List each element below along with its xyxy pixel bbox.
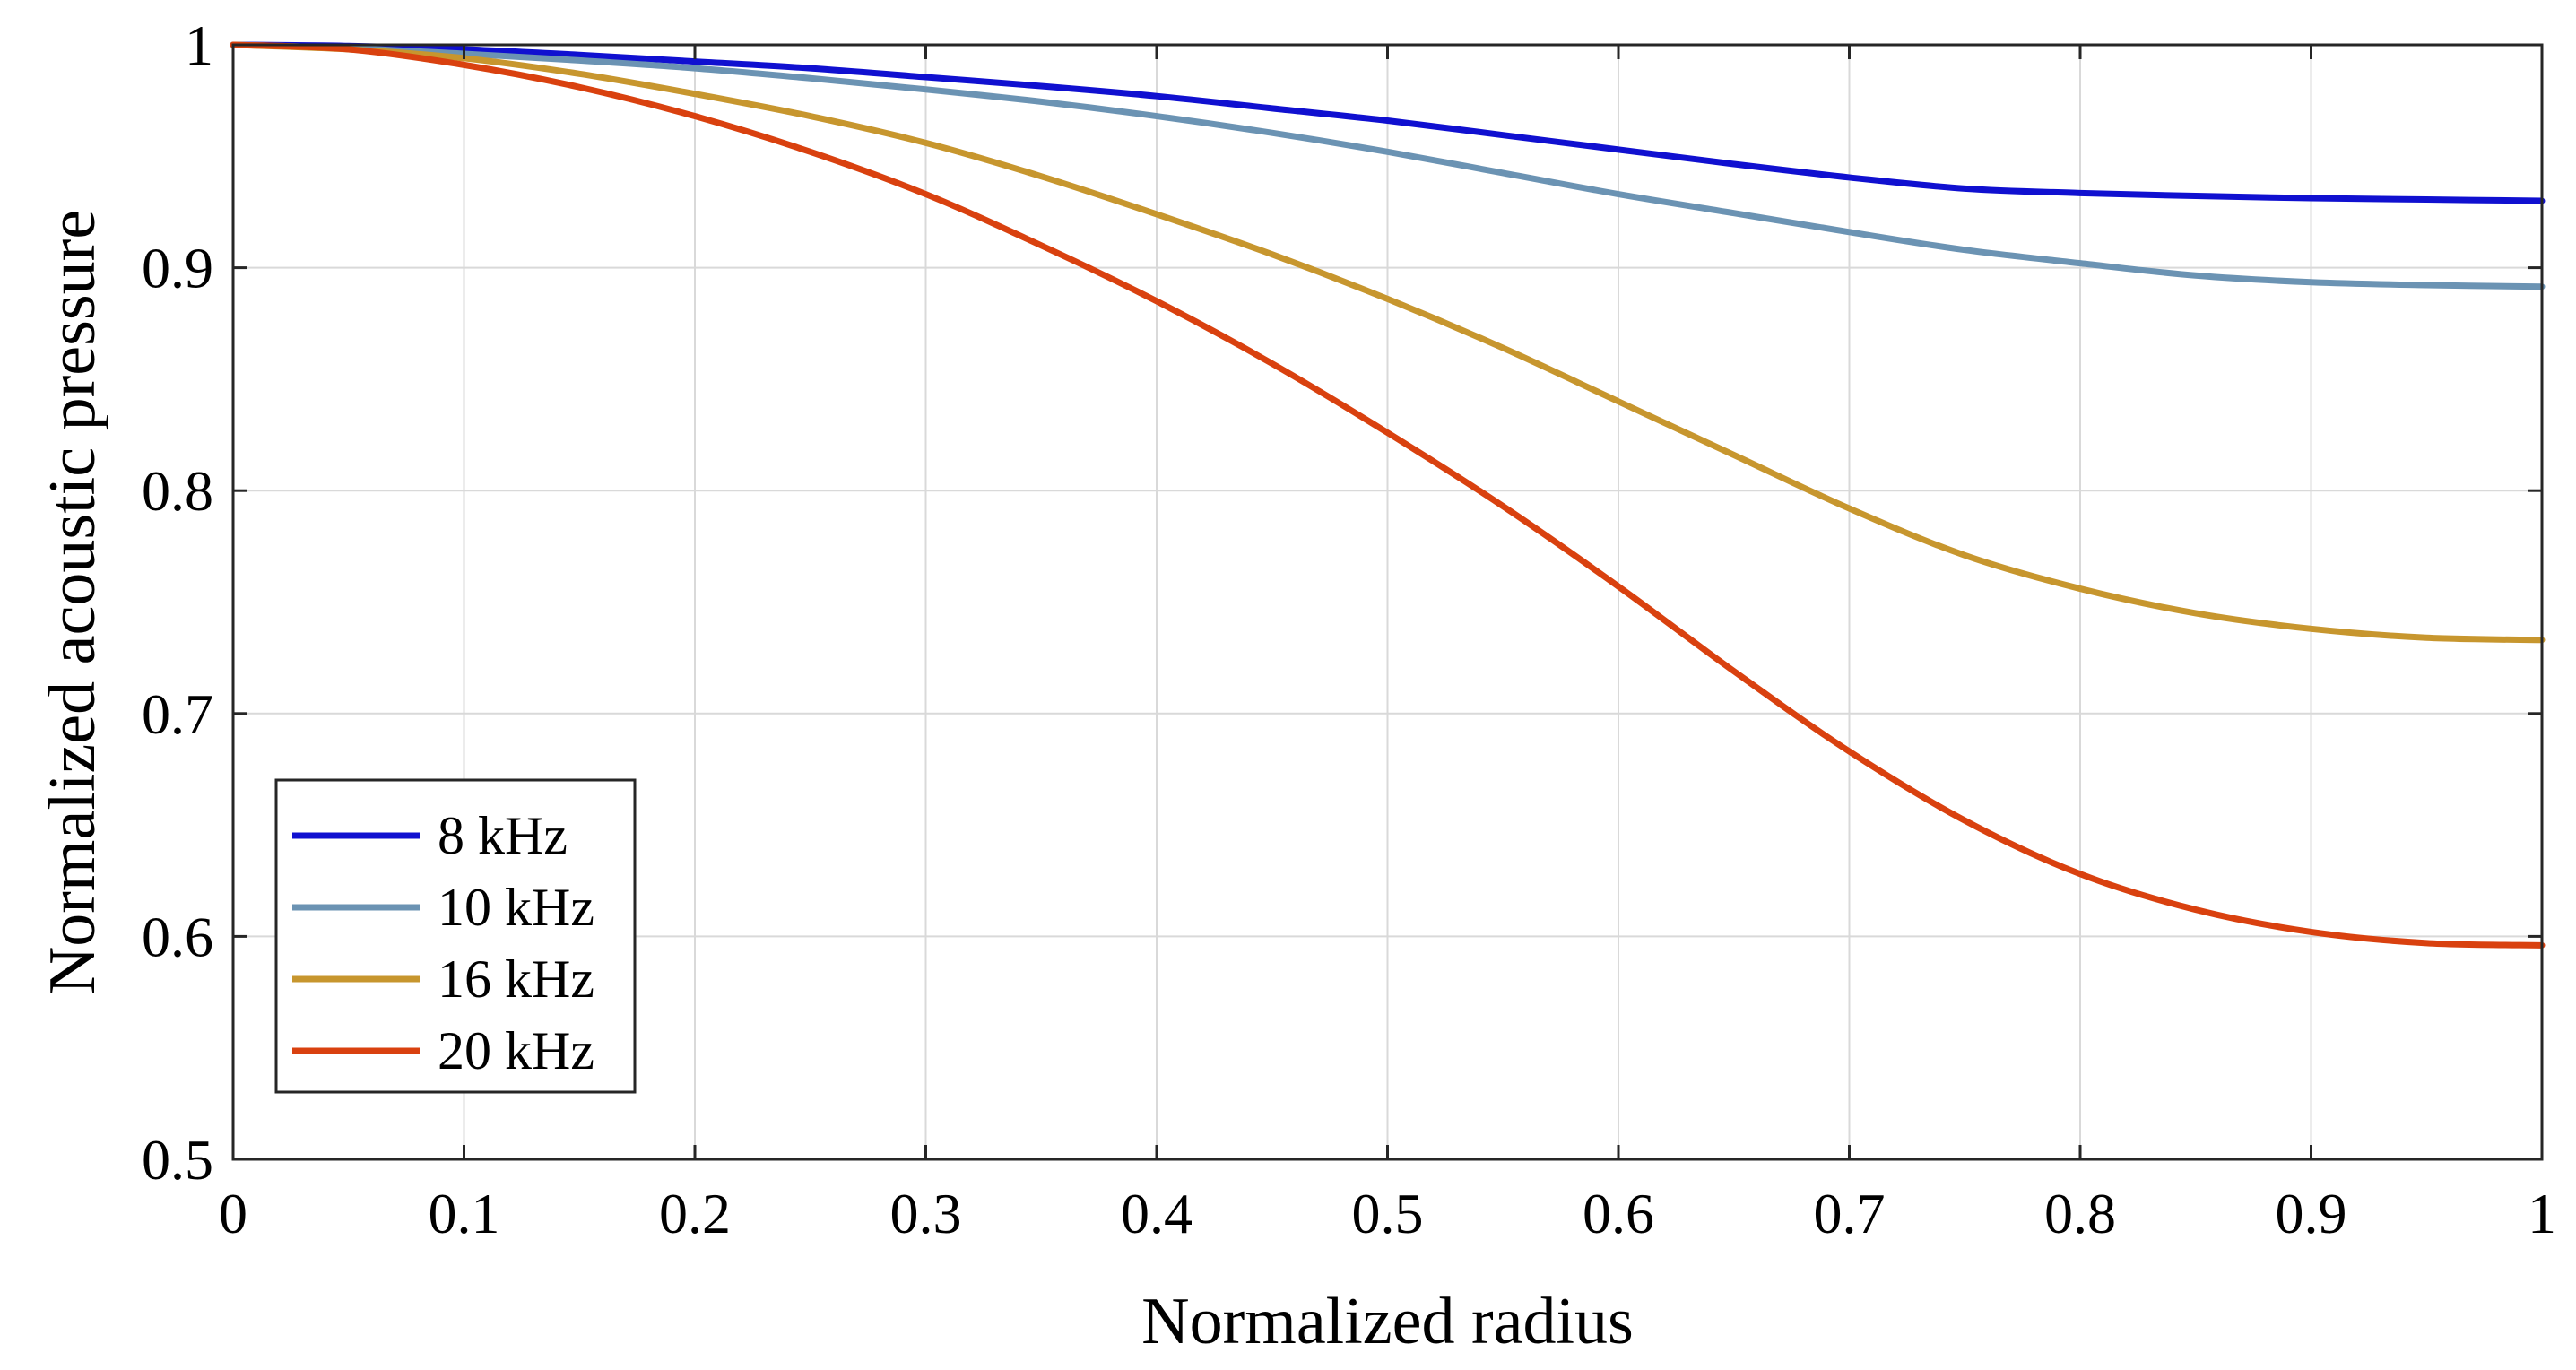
- series-line-10-khz: [230, 41, 2546, 290]
- y-tick-label: 0.6: [142, 905, 213, 968]
- x-tick-label: 0.6: [1583, 1182, 1654, 1245]
- x-tick-label: 0.7: [1814, 1182, 1886, 1245]
- series-line-8-khz: [230, 41, 2546, 204]
- y-tick-label: 1: [185, 13, 213, 77]
- legend-label-8-khz: 8 kHz: [438, 806, 568, 865]
- x-tick-labels: 0 0.1 0.2 0.3 0.4 0.5 0.6 0.7 0.8 0.9 1: [219, 1182, 2556, 1245]
- x-tick-label: 0.2: [659, 1182, 731, 1245]
- y-tick-label: 0.8: [142, 459, 213, 523]
- y-tick-label: 0.5: [142, 1128, 213, 1192]
- x-tick-label: 0.4: [1121, 1182, 1193, 1245]
- legend-label-16-khz: 16 kHz: [438, 949, 594, 1009]
- legend-label-20-khz: 20 kHz: [438, 1021, 594, 1080]
- x-tick-label: 0: [219, 1182, 247, 1245]
- legend-box: [274, 778, 637, 1094]
- series-line-20-khz: [230, 41, 2546, 949]
- x-tick-label: 0.9: [2276, 1182, 2347, 1245]
- x-tick-label: 0.5: [1352, 1182, 1424, 1245]
- x-tick-label: 1: [2528, 1182, 2556, 1245]
- legend-label-10-khz: 10 kHz: [438, 878, 594, 937]
- y-tick-label: 0.7: [142, 682, 213, 746]
- y-tick-label: 0.9: [142, 237, 213, 300]
- legend: 8 kHz 10 kHz 16 kHz 20 kHz: [274, 778, 637, 1094]
- legend-items: 8 kHz 10 kHz 16 kHz 20 kHz: [292, 806, 594, 1080]
- y-tick-labels: 0.5 0.6 0.7 0.8 0.9 1: [142, 13, 213, 1192]
- series-line-16-khz: [230, 41, 2546, 644]
- axis-ticks: [231, 43, 2544, 1161]
- x-axis-label: Normalized radius: [1141, 1285, 1634, 1358]
- x-tick-label: 0.3: [890, 1182, 962, 1245]
- x-tick-label: 0.1: [429, 1182, 500, 1245]
- y-axis-label: Normalized acoustic pressure: [36, 210, 109, 994]
- series-lines: [230, 41, 2546, 949]
- x-tick-label: 0.8: [2044, 1182, 2116, 1245]
